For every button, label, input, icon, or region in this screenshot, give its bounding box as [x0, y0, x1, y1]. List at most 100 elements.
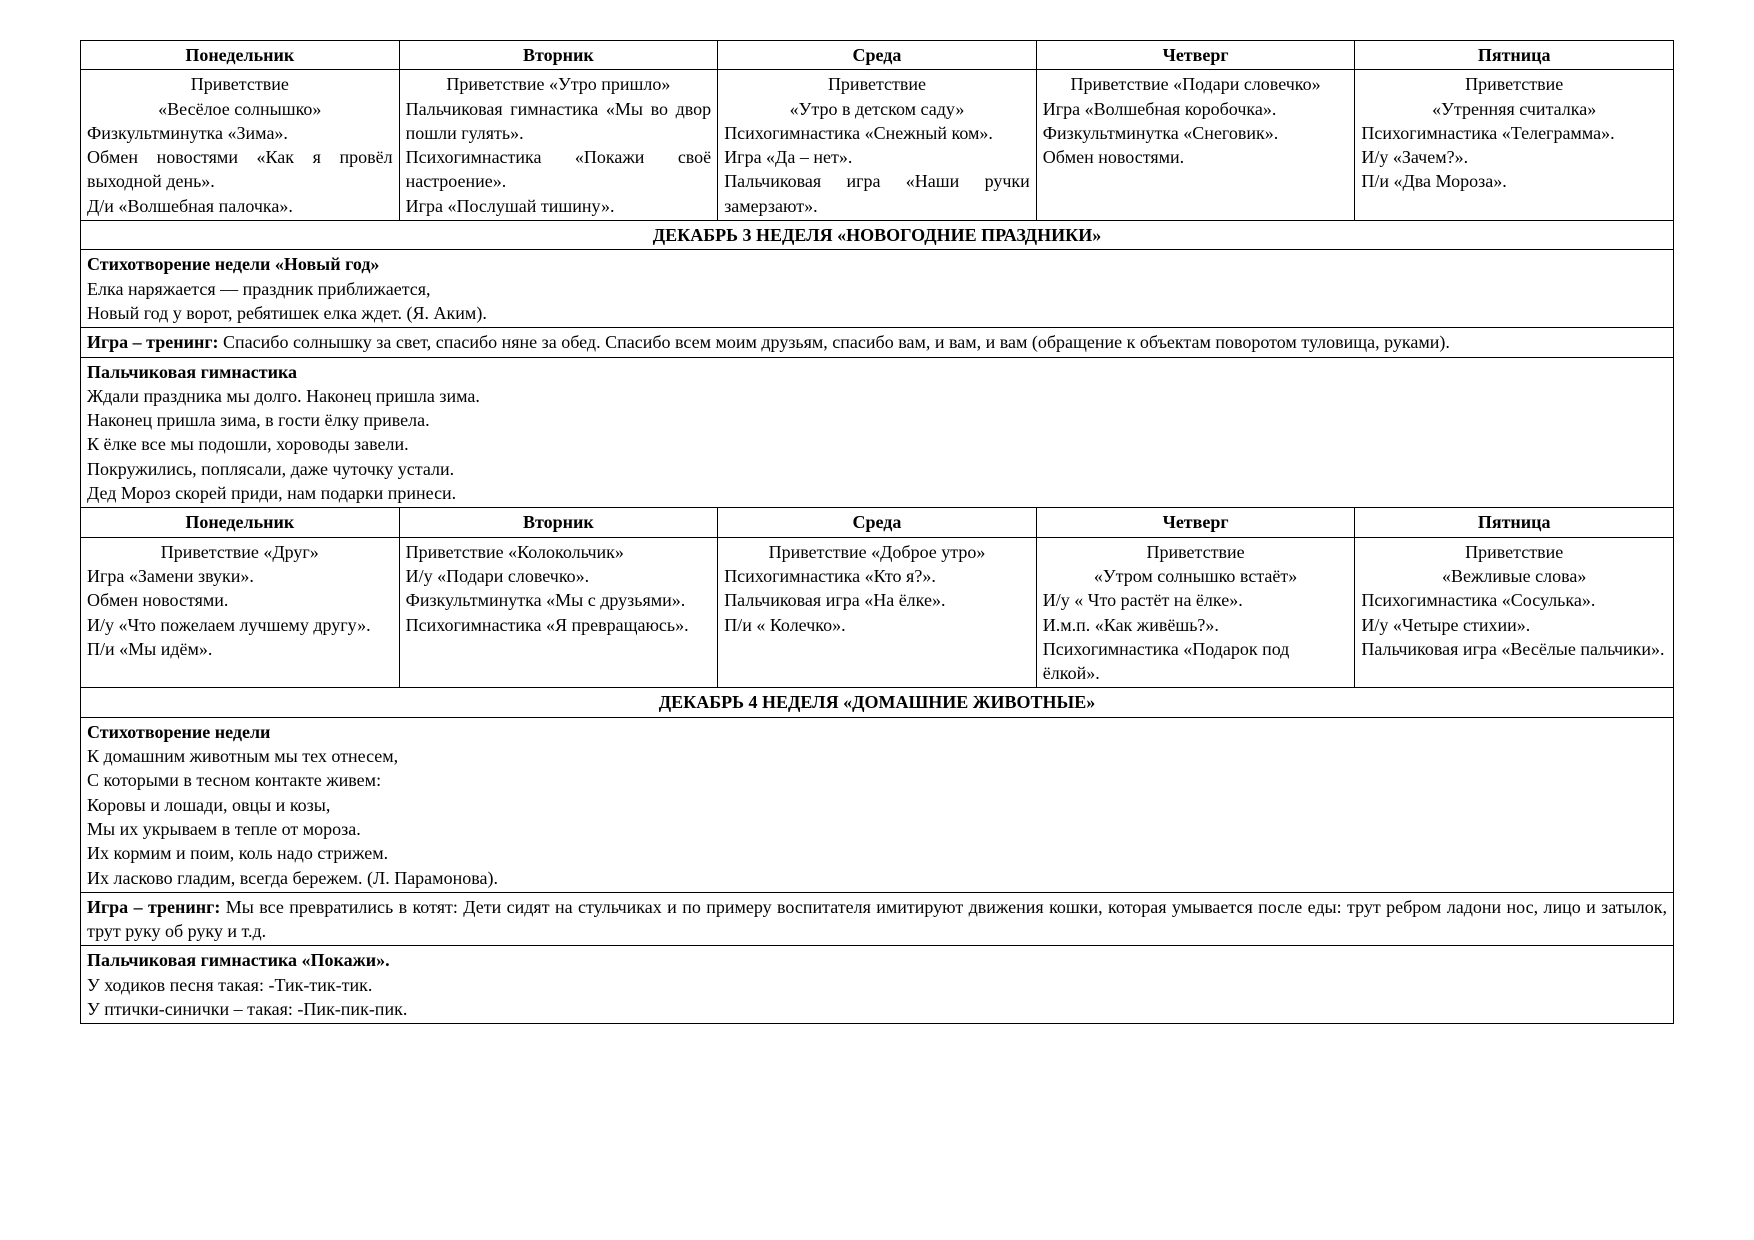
w3-poem-l1: Елка наряжается — праздник приближается,	[87, 277, 1667, 301]
w3-wed-l2: «Утро в детском саду»	[724, 97, 1030, 121]
w4-game-label: Игра – тренинг:	[87, 897, 220, 917]
w3-finger-title: Пальчиковая гимнастика	[87, 360, 1667, 384]
w3-head-thu: Четверг	[1036, 41, 1355, 70]
w4-mon-l1: Приветствие «Друг»	[87, 540, 393, 564]
w3-thu-l4: Обмен новостями.	[1043, 145, 1349, 169]
w3-wed-l5: Пальчиковая игра «Наши ручки замерзают».	[724, 169, 1030, 218]
w4-fri-l1: Приветствие	[1361, 540, 1667, 564]
w4-thu-l3: И/у « Что растёт на ёлке».	[1043, 588, 1349, 612]
w3-wed-l4: Игра «Да – нет».	[724, 145, 1030, 169]
w4-fri-l2: «Вежливые слова»	[1361, 564, 1667, 588]
w3-fri-l3: Психогимнастика «Телеграмма».	[1361, 121, 1667, 145]
w3-tue-l3: Психогимнастика «Покажи своё настроение»…	[406, 145, 712, 194]
w3-thu-l2: Игра «Волшебная коробочка».	[1043, 97, 1349, 121]
w4-wed-cell: Приветствие «Доброе утро» Психогимнастик…	[718, 537, 1037, 688]
w3-wed-cell: Приветствие «Утро в детском саду» Психог…	[718, 70, 1037, 221]
w4-game-text: Мы все превратились в котят: Дети сидят …	[87, 897, 1667, 941]
week4-content-row: Приветствие «Друг» Игра «Замени звуки». …	[81, 537, 1674, 688]
week4-game-row: Игра – тренинг: Мы все превратились в ко…	[81, 892, 1674, 946]
w4-mon-l4: И/у «Что пожелаем лучшему другу».	[87, 613, 393, 637]
w4-tue-cell: Приветствие «Колокольчик» И/у «Подари сл…	[399, 537, 718, 688]
w4-mon-l3: Обмен новостями.	[87, 588, 393, 612]
w3-finger-l4: Покружились, поплясали, даже чуточку уст…	[87, 457, 1667, 481]
w4-poem-l2: С которыми в тесном контакте живем:	[87, 768, 1667, 792]
w4-tue-l1: Приветствие «Колокольчик»	[406, 540, 712, 564]
w4-head-tue: Вторник	[399, 508, 718, 537]
w4-head-thu: Четверг	[1036, 508, 1355, 537]
w4-tue-l2: И/у «Подари словечко».	[406, 564, 712, 588]
week4-poem-row: Стихотворение недели К домашним животным…	[81, 717, 1674, 892]
w3-mon-l5: Д/и «Волшебная палочка».	[87, 194, 393, 218]
w4-wed-l1: Приветствие «Доброе утро»	[724, 540, 1030, 564]
w3-tue-l4: Игра «Послушай тишину».	[406, 194, 712, 218]
week3-header-row: Понедельник Вторник Среда Четверг Пятниц…	[81, 41, 1674, 70]
w4-poem-l3: Коровы и лошади, овцы и козы,	[87, 793, 1667, 817]
w4-poem-l1: К домашним животным мы тех отнесем,	[87, 744, 1667, 768]
w4-thu-l2: «Утром солнышко встаёт»	[1043, 564, 1349, 588]
w4-head-mon: Понедельник	[81, 508, 400, 537]
week3-content-row: Приветствие «Весёлое солнышко» Физкультм…	[81, 70, 1674, 221]
w4-fri-cell: Приветствие «Вежливые слова» Психогимнас…	[1355, 537, 1674, 688]
w3-finger-l3: К ёлке все мы подошли, хороводы завели.	[87, 432, 1667, 456]
w3-thu-l3: Физкультминутка «Снеговик».	[1043, 121, 1349, 145]
w3-finger-l5: Дед Мороз скорей приди, нам подарки прин…	[87, 481, 1667, 505]
w3-game-text: Спасибо солнышку за свет, спасибо няне з…	[219, 332, 1450, 352]
week4-section-title: ДЕКАБРЬ 4 НЕДЕЛЯ «ДОМАШНИЕ ЖИВОТНЫЕ»	[81, 688, 1674, 717]
w3-thu-l1: Приветствие «Подари словечко»	[1043, 72, 1349, 96]
w3-tue-l1: Приветствие «Утро пришло»	[406, 72, 712, 96]
week4-game-cell: Игра – тренинг: Мы все превратились в ко…	[81, 892, 1674, 946]
w3-mon-l3: Физкультминутка «Зима».	[87, 121, 393, 145]
w3-mon-l4: Обмен новостями «Как я провёл выходной д…	[87, 145, 393, 194]
w3-game-label: Игра – тренинг:	[87, 332, 219, 352]
w3-poem-title: Стихотворение недели «Новый год»	[87, 252, 1667, 276]
w3-wed-l3: Психогимнастика «Снежный ком».	[724, 121, 1030, 145]
w4-head-fri: Пятница	[1355, 508, 1674, 537]
w4-poem-l6: Их ласково гладим, всегда бережем. (Л. П…	[87, 866, 1667, 890]
week4-poem-cell: Стихотворение недели К домашним животным…	[81, 717, 1674, 892]
w3-fri-l2: «Утренняя считалка»	[1361, 97, 1667, 121]
w3-tue-l2: Пальчиковая гимнастика «Мы во двор пошли…	[406, 97, 712, 146]
week3-poem-row: Стихотворение недели «Новый год» Елка на…	[81, 250, 1674, 328]
w3-head-tue: Вторник	[399, 41, 718, 70]
w3-tue-cell: Приветствие «Утро пришло» Пальчиковая ги…	[399, 70, 718, 221]
w3-head-fri: Пятница	[1355, 41, 1674, 70]
w4-tue-l3: Физкультминутка «Мы с друзьями».	[406, 588, 712, 612]
w4-wed-l4: П/и « Колечко».	[724, 613, 1030, 637]
w3-fri-l5: П/и «Два Мороза».	[1361, 169, 1667, 193]
w3-mon-cell: Приветствие «Весёлое солнышко» Физкультм…	[81, 70, 400, 221]
week4-finger-row: Пальчиковая гимнастика «Покажи». У ходик…	[81, 946, 1674, 1024]
week3-title-row: ДЕКАБРЬ 3 НЕДЕЛЯ «НОВОГОДНИЕ ПРАЗДНИКИ»	[81, 221, 1674, 250]
week3-finger-row: Пальчиковая гимнастика Ждали праздника м…	[81, 357, 1674, 508]
week4-title-row: ДЕКАБРЬ 4 НЕДЕЛЯ «ДОМАШНИЕ ЖИВОТНЫЕ»	[81, 688, 1674, 717]
w4-thu-l1: Приветствие	[1043, 540, 1349, 564]
week4-header-row: Понедельник Вторник Среда Четверг Пятниц…	[81, 508, 1674, 537]
w4-thu-l4: И.м.п. «Как живёшь?».	[1043, 613, 1349, 637]
w4-finger-l1: У ходиков песня такая: -Тик-тик-тик.	[87, 973, 1667, 997]
w4-tue-l4: Психогимнастика «Я превращаюсь».	[406, 613, 712, 637]
w3-mon-l2: «Весёлое солнышко»	[87, 97, 393, 121]
week3-game-cell: Игра – тренинг: Спасибо солнышку за свет…	[81, 328, 1674, 357]
w3-head-mon: Понедельник	[81, 41, 400, 70]
w3-poem-l2: Новый год у ворот, ребятишек елка ждет. …	[87, 301, 1667, 325]
w3-finger-l1: Ждали праздника мы долго. Наконец пришла…	[87, 384, 1667, 408]
w3-thu-cell: Приветствие «Подари словечко» Игра «Волш…	[1036, 70, 1355, 221]
week3-game-row: Игра – тренинг: Спасибо солнышку за свет…	[81, 328, 1674, 357]
w4-thu-l5: Психогимнастика «Подарок под ёлкой».	[1043, 637, 1349, 686]
w4-poem-l4: Мы их укрываем в тепле от мороза.	[87, 817, 1667, 841]
w3-fri-l4: И/у «Зачем?».	[1361, 145, 1667, 169]
week3-section-title: ДЕКАБРЬ 3 НЕДЕЛЯ «НОВОГОДНИЕ ПРАЗДНИКИ»	[81, 221, 1674, 250]
w4-poem-title: Стихотворение недели	[87, 720, 1667, 744]
w4-fri-l4: И/у «Четыре стихии».	[1361, 613, 1667, 637]
w3-mon-l1: Приветствие	[87, 72, 393, 96]
w4-head-wed: Среда	[718, 508, 1037, 537]
week4-finger-cell: Пальчиковая гимнастика «Покажи». У ходик…	[81, 946, 1674, 1024]
w4-poem-l5: Их кормим и поим, коль надо стрижем.	[87, 841, 1667, 865]
w3-finger-l2: Наконец пришла зима, в гости ёлку привел…	[87, 408, 1667, 432]
w4-finger-l2: У птички-синички – такая: -Пик-пик-пик.	[87, 997, 1667, 1021]
w4-finger-title: Пальчиковая гимнастика «Покажи».	[87, 948, 1667, 972]
w3-fri-l1: Приветствие	[1361, 72, 1667, 96]
w4-thu-cell: Приветствие «Утром солнышко встаёт» И/у …	[1036, 537, 1355, 688]
w4-wed-l3: Пальчиковая игра «На ёлке».	[724, 588, 1030, 612]
week3-finger-cell: Пальчиковая гимнастика Ждали праздника м…	[81, 357, 1674, 508]
week3-poem-cell: Стихотворение недели «Новый год» Елка на…	[81, 250, 1674, 328]
